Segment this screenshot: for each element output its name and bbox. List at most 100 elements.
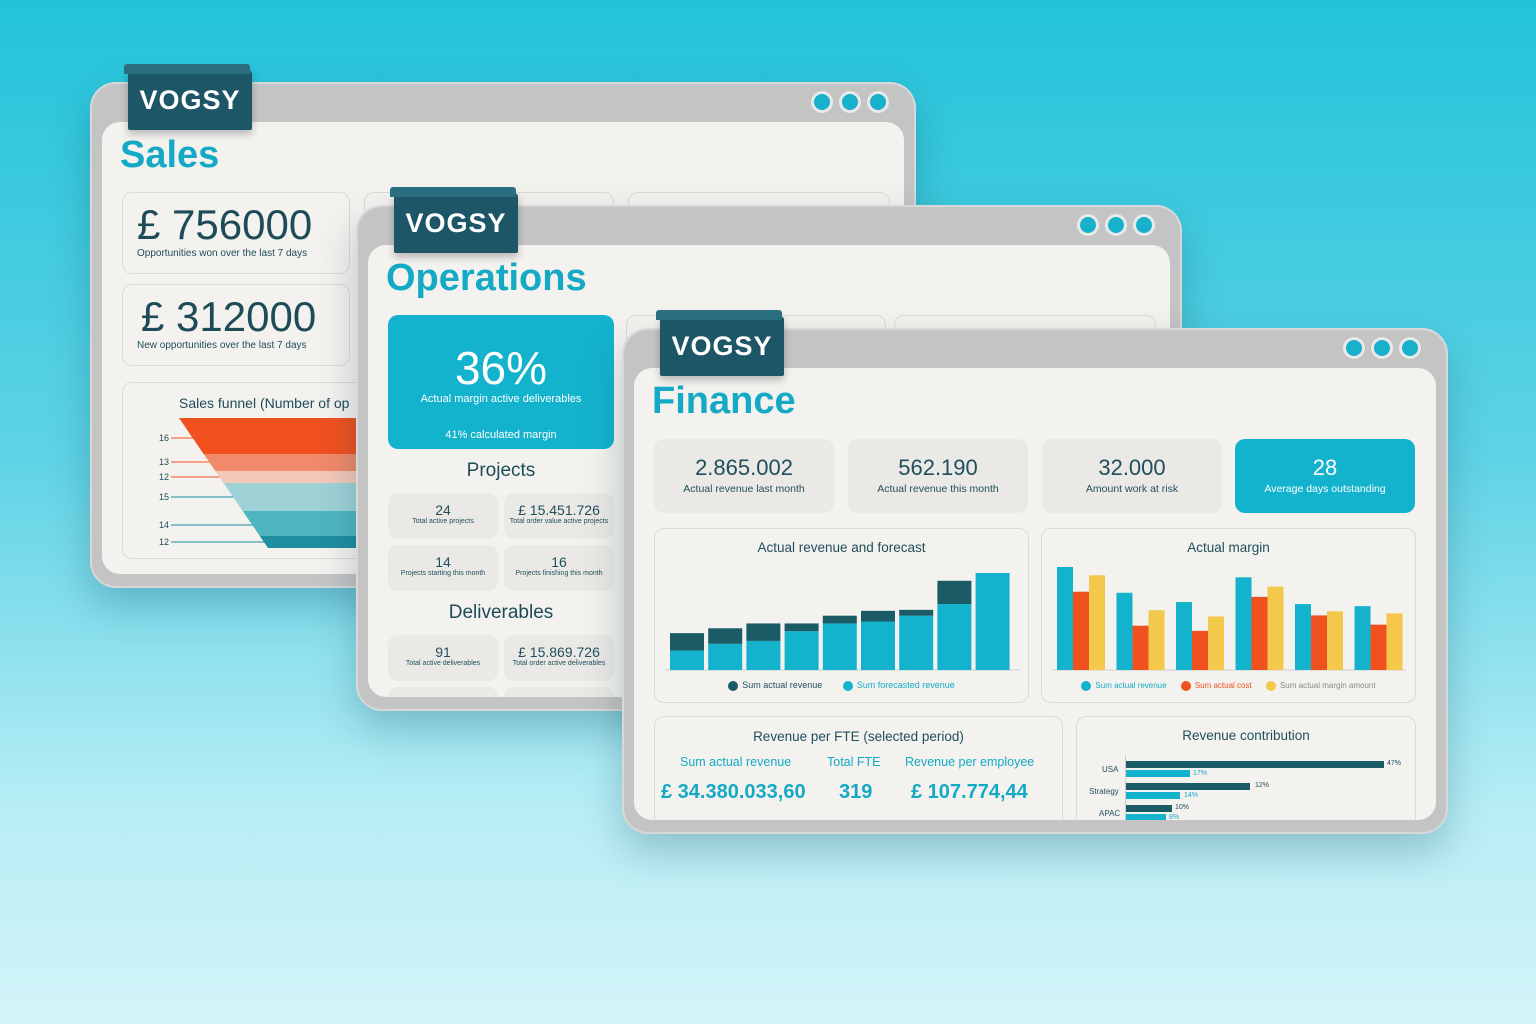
stat-value: £ 15.451.726	[518, 502, 600, 518]
stat-value: £ 15.869.726	[518, 644, 600, 660]
kpi-value: 28	[1312, 455, 1338, 480]
contrib-pct: 10%	[1175, 804, 1190, 811]
axis-line	[1125, 755, 1126, 820]
kpi-value: 32.000	[1098, 455, 1166, 480]
legend-label: Sum actual revenue	[742, 680, 823, 690]
window-button[interactable]	[1402, 340, 1418, 356]
revenue-fte-card: Revenue per FTE (selected period) Sum ac…	[654, 716, 1063, 820]
kpi-label: Opportunities won over the last 7 days	[137, 248, 308, 259]
contrib-pct: 14%	[1184, 792, 1199, 799]
contrib-bar	[1126, 805, 1172, 812]
actual-bar	[670, 633, 704, 651]
cost-bar	[1311, 615, 1327, 670]
stat-card: 24 Total active projects	[388, 493, 498, 539]
page-title: Operations	[386, 257, 587, 299]
kpi-value: £ 312000	[141, 293, 317, 340]
revenue-bar	[1176, 602, 1192, 670]
stat-label: Projects finishing this month	[515, 570, 603, 577]
stat-label: Total active deliverables	[405, 660, 481, 667]
revenue-forecast-card: Actual revenue and forecast Sum actual r…	[654, 528, 1029, 703]
cost-bar	[1192, 630, 1208, 670]
window-button[interactable]	[842, 94, 858, 110]
window-button[interactable]	[870, 94, 886, 110]
actual-bar	[708, 628, 743, 644]
window-button[interactable]	[1346, 340, 1362, 356]
window-button[interactable]	[1374, 340, 1390, 356]
margin-sub: 41% calculated margin	[445, 429, 557, 441]
kpi-card: 2.865.002 Actual revenue last month	[654, 439, 834, 513]
kpi-label: Actual revenue this month	[877, 483, 999, 495]
vogsy-logo: VOGSY	[656, 310, 784, 376]
kpi-value: 562.190	[898, 455, 978, 480]
revenue-bar	[1235, 577, 1252, 670]
margin-bar	[1208, 616, 1224, 670]
funnel-tick-label: 16	[159, 433, 169, 443]
stat-label: Projects starting this month	[400, 570, 486, 577]
margin-label: Actual margin active deliverables	[420, 393, 582, 405]
fte-header: Sum actual revenue	[680, 755, 792, 769]
actual-bar	[784, 623, 819, 632]
window-controls	[1346, 340, 1418, 356]
stat-card	[504, 687, 614, 697]
revenue-bar	[1057, 567, 1073, 670]
margin-bar	[1267, 586, 1284, 670]
stat-card: 91 Total active deliverables	[388, 635, 498, 681]
stat-label: Total order value active projects	[509, 518, 609, 525]
contrib-pct: 8%	[1169, 814, 1180, 820]
actual-bar	[937, 580, 972, 605]
revenue-bar	[1295, 604, 1311, 670]
contrib-label: APAC	[1099, 809, 1121, 818]
contrib-bar	[1126, 783, 1250, 790]
stat-card: 16 Projects finishing this month	[504, 545, 614, 591]
actual-bar	[822, 615, 857, 624]
contrib-bar	[1126, 792, 1180, 799]
finance-window: Finance 2.865.002 Actual revenue last mo…	[622, 310, 1448, 834]
kpi-value: £ 756000	[137, 201, 313, 248]
stat-value: 14	[435, 554, 451, 570]
window-button[interactable]	[814, 94, 830, 110]
legend-swatch	[1081, 681, 1092, 691]
cost-bar	[1073, 591, 1089, 670]
stat-value: 16	[551, 554, 567, 570]
window-button[interactable]	[1108, 217, 1124, 233]
fte-header: Revenue per employee	[905, 755, 1035, 769]
window-button[interactable]	[1080, 217, 1096, 233]
fte-value: 319	[839, 781, 873, 803]
stat-label: Total active projects	[412, 518, 474, 525]
forecast-bar	[822, 623, 857, 670]
chart-title: Actual margin	[1187, 540, 1270, 555]
margin-bar	[1386, 613, 1403, 670]
revenue-bar	[1116, 592, 1133, 670]
cost-bar	[1132, 625, 1149, 670]
forecast-bar	[708, 643, 743, 670]
window-button[interactable]	[1136, 217, 1152, 233]
actual-bar	[899, 609, 934, 616]
forecast-bar	[670, 650, 704, 670]
kpi-card: £ 312000 New opportunities over the last…	[122, 284, 350, 366]
deliverables-heading: Deliverables	[448, 602, 554, 623]
projects-heading: Projects	[466, 460, 536, 481]
kpi-card: £ 756000 Opportunities won over the last…	[122, 192, 350, 274]
funnel-tick-label: 15	[159, 492, 169, 502]
stat-card: £ 15.451.726 Total order value active pr…	[504, 493, 614, 539]
chart-title: Actual revenue and forecast	[757, 540, 926, 555]
forecast-bar	[899, 615, 934, 670]
revenue-bar	[1354, 606, 1371, 670]
stat-card: 14 Projects starting this month	[388, 545, 498, 591]
kpi-label: New opportunities over the last 7 days	[137, 340, 307, 351]
fte-header: Total FTE	[827, 755, 881, 769]
funnel-tick-label: 12	[159, 537, 169, 547]
margin-bar	[1148, 610, 1165, 670]
page-title: Sales	[120, 134, 220, 176]
legend-swatch	[1180, 681, 1191, 691]
contrib-pct: 47%	[1387, 760, 1402, 767]
forecast-bar	[746, 640, 781, 670]
kpi-card: 562.190 Actual revenue this month	[848, 439, 1028, 513]
revenue-forecast-chart	[665, 573, 1019, 671]
contrib-bar	[1126, 770, 1190, 777]
funnel-tick-label: 12	[159, 472, 169, 482]
kpi-value: 2.865.002	[695, 455, 793, 480]
margin-bar	[1327, 611, 1343, 670]
contrib-label: Strategy	[1089, 787, 1119, 796]
kpi-label: Amount work at risk	[1085, 483, 1179, 495]
